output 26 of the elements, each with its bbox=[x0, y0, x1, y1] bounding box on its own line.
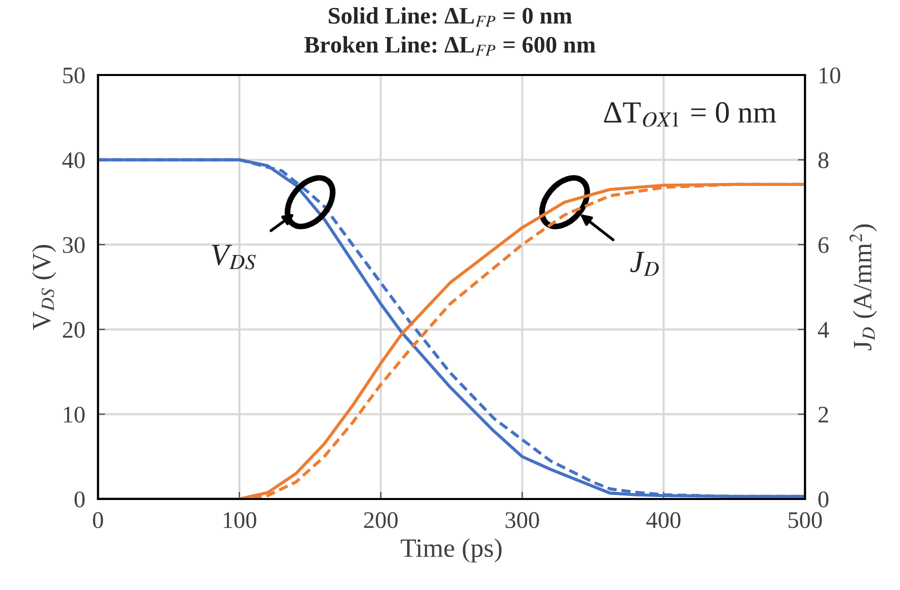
x-tick-label: 200 bbox=[364, 512, 398, 528]
y2-tick-label: 6 bbox=[818, 237, 829, 254]
y-tick-label: 10 bbox=[64, 406, 85, 423]
y2-tick-label: 8 bbox=[818, 152, 828, 168]
x-tick-label: 100 bbox=[224, 512, 256, 528]
annotation: J$_{D}$ bbox=[630, 252, 659, 276]
y-tick-label: 20 bbox=[62, 322, 85, 338]
y-tick-label: 50 bbox=[63, 67, 85, 84]
y2-tick-label: 4 bbox=[818, 322, 829, 338]
x-tick-label: 0 bbox=[92, 512, 104, 528]
y2-axis-title: J$_{D}$ (A/mm$^{2}$) bbox=[849, 224, 877, 350]
annotation: ΔT$_{OX1}$ = 0 nm bbox=[604, 102, 776, 127]
chart-title: Solid Line: ΔL$_{FP}$ = 0 nm bbox=[328, 7, 572, 27]
y2-tick-label: 2 bbox=[818, 406, 828, 422]
chart-subtitle: Broken Line: ΔL$_{FP}$ = 600 nm bbox=[304, 36, 596, 56]
y2-tick-label: 0 bbox=[818, 491, 828, 508]
x-tick-label: 300 bbox=[506, 512, 540, 528]
x-axis-title: Time (ps) bbox=[400, 538, 502, 562]
y-axis-title: V$_{DS}$ (V) bbox=[32, 245, 56, 330]
x-tick-label: 500 bbox=[788, 512, 822, 528]
annotation: V$_{DS}$ bbox=[212, 244, 256, 270]
y2-tick-label: 10 bbox=[820, 67, 840, 84]
y-tick-label: 0 bbox=[74, 491, 85, 508]
x-tick-label: 400 bbox=[646, 512, 680, 528]
y-tick-label: 30 bbox=[63, 237, 85, 254]
y-tick-label: 40 bbox=[62, 152, 85, 168]
